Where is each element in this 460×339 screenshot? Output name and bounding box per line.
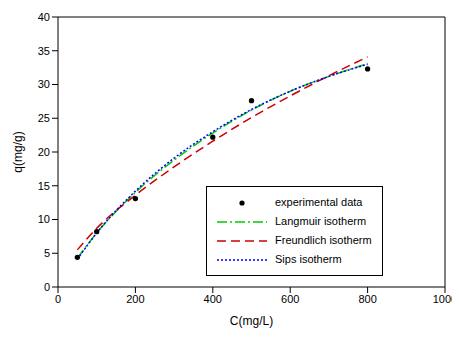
svg-text:200: 200: [126, 293, 144, 305]
html-text:Langmuir isotherm: Langmuir isotherm: [275, 215, 367, 227]
svg-text:q(mg/g): q(mg/g): [11, 131, 25, 172]
svg-text:15: 15: [38, 180, 50, 192]
svg-text:600: 600: [281, 293, 299, 305]
svg-text:0: 0: [44, 281, 50, 293]
html-text:Sips isotherm: Sips isotherm: [275, 253, 342, 265]
svg-text:1000: 1000: [433, 293, 452, 305]
svg-text:0: 0: [55, 293, 61, 305]
svg-text:C(mg/L): C(mg/L): [230, 314, 273, 328]
html-text:experimental data: experimental data: [275, 196, 363, 208]
svg-text:10: 10: [38, 213, 50, 225]
svg-text:25: 25: [38, 112, 50, 124]
svg-text:30: 30: [38, 78, 50, 90]
svg-text:5: 5: [44, 247, 50, 259]
svg-text:800: 800: [358, 293, 376, 305]
html-text:Freundlich isotherm: Freundlich isotherm: [275, 234, 372, 246]
svg-text:35: 35: [38, 45, 50, 57]
svg-text:40: 40: [38, 11, 50, 23]
svg-text:20: 20: [38, 146, 50, 158]
svg-text:400: 400: [204, 293, 222, 305]
